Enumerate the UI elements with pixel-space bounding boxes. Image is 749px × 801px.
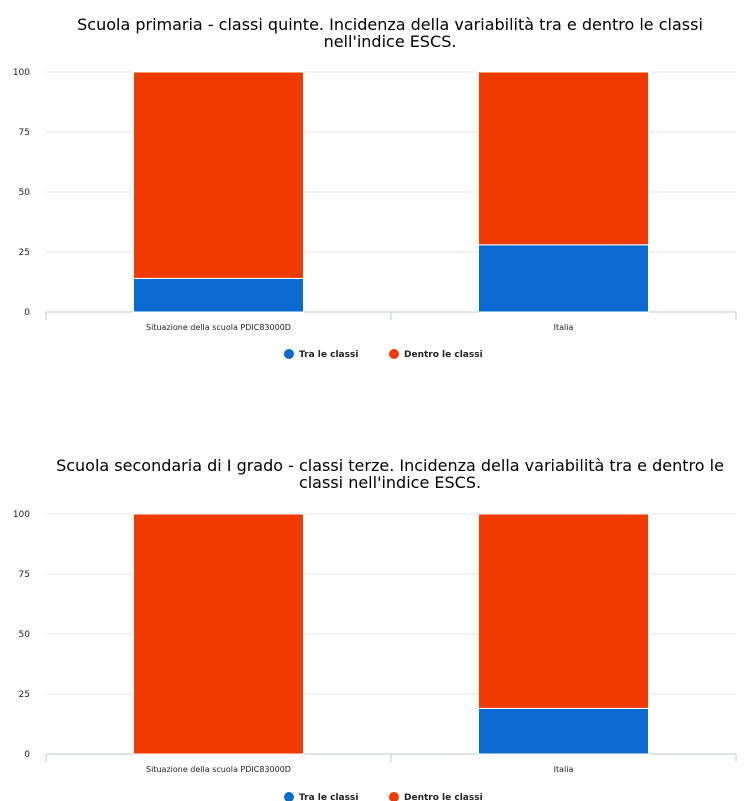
bar-dentro-le-classi (133, 71, 304, 279)
y-tick-label: 25 (19, 248, 30, 258)
x-category-label: Situazione della scuola PDIC83000D (146, 323, 291, 332)
legend-marker (389, 349, 399, 359)
y-tick-label: 100 (13, 68, 30, 78)
y-tick-label: 75 (19, 570, 30, 580)
chart-secondaria-plot: 0 25 50 75 100 Situazione della scuola PDIC83… (13, 510, 737, 801)
x-category-label: Italia (554, 323, 574, 332)
legend-marker (284, 792, 294, 801)
y-tick-label: 25 (19, 690, 30, 700)
bar-tra-le-classi (478, 244, 649, 313)
legend-label: Tra le classi (299, 350, 358, 360)
bar-dentro-le-classi (133, 513, 304, 755)
chart-title: Scuola primaria - classi quinte. Inciden… (77, 15, 703, 51)
bar-dentro-le-classi (478, 71, 649, 246)
chart-primaria-plot: 0 25 50 75 100 Situazione della scuola PDIC83… (13, 68, 737, 360)
chart-primaria: Scuola primaria - classi quinte. Inciden… (0, 0, 749, 380)
legend-marker (389, 792, 399, 801)
chart-title: Scuola secondaria di I grado - classi te… (56, 456, 724, 492)
legend-label: Dentro le classi (404, 350, 483, 360)
bar-tra-le-classi (133, 277, 304, 313)
bar-tra-le-classi (478, 707, 649, 755)
x-category-label: Situazione della scuola PDIC83000D (146, 765, 291, 774)
y-tick-label: 50 (19, 188, 31, 198)
legend-marker (284, 349, 294, 359)
y-tick-label: 0 (24, 308, 30, 318)
chart-secondaria: Scuola secondaria di I grado - classi te… (0, 445, 749, 801)
x-category-label: Italia (554, 765, 574, 774)
y-tick-label: 100 (13, 510, 30, 520)
legend-label: Dentro le classi (404, 793, 483, 801)
legend-label: Tra le classi (299, 793, 358, 801)
y-tick-label: 50 (19, 630, 31, 640)
y-tick-label: 0 (24, 750, 30, 760)
bar-dentro-le-classi (478, 513, 649, 709)
y-tick-label: 75 (19, 128, 30, 138)
